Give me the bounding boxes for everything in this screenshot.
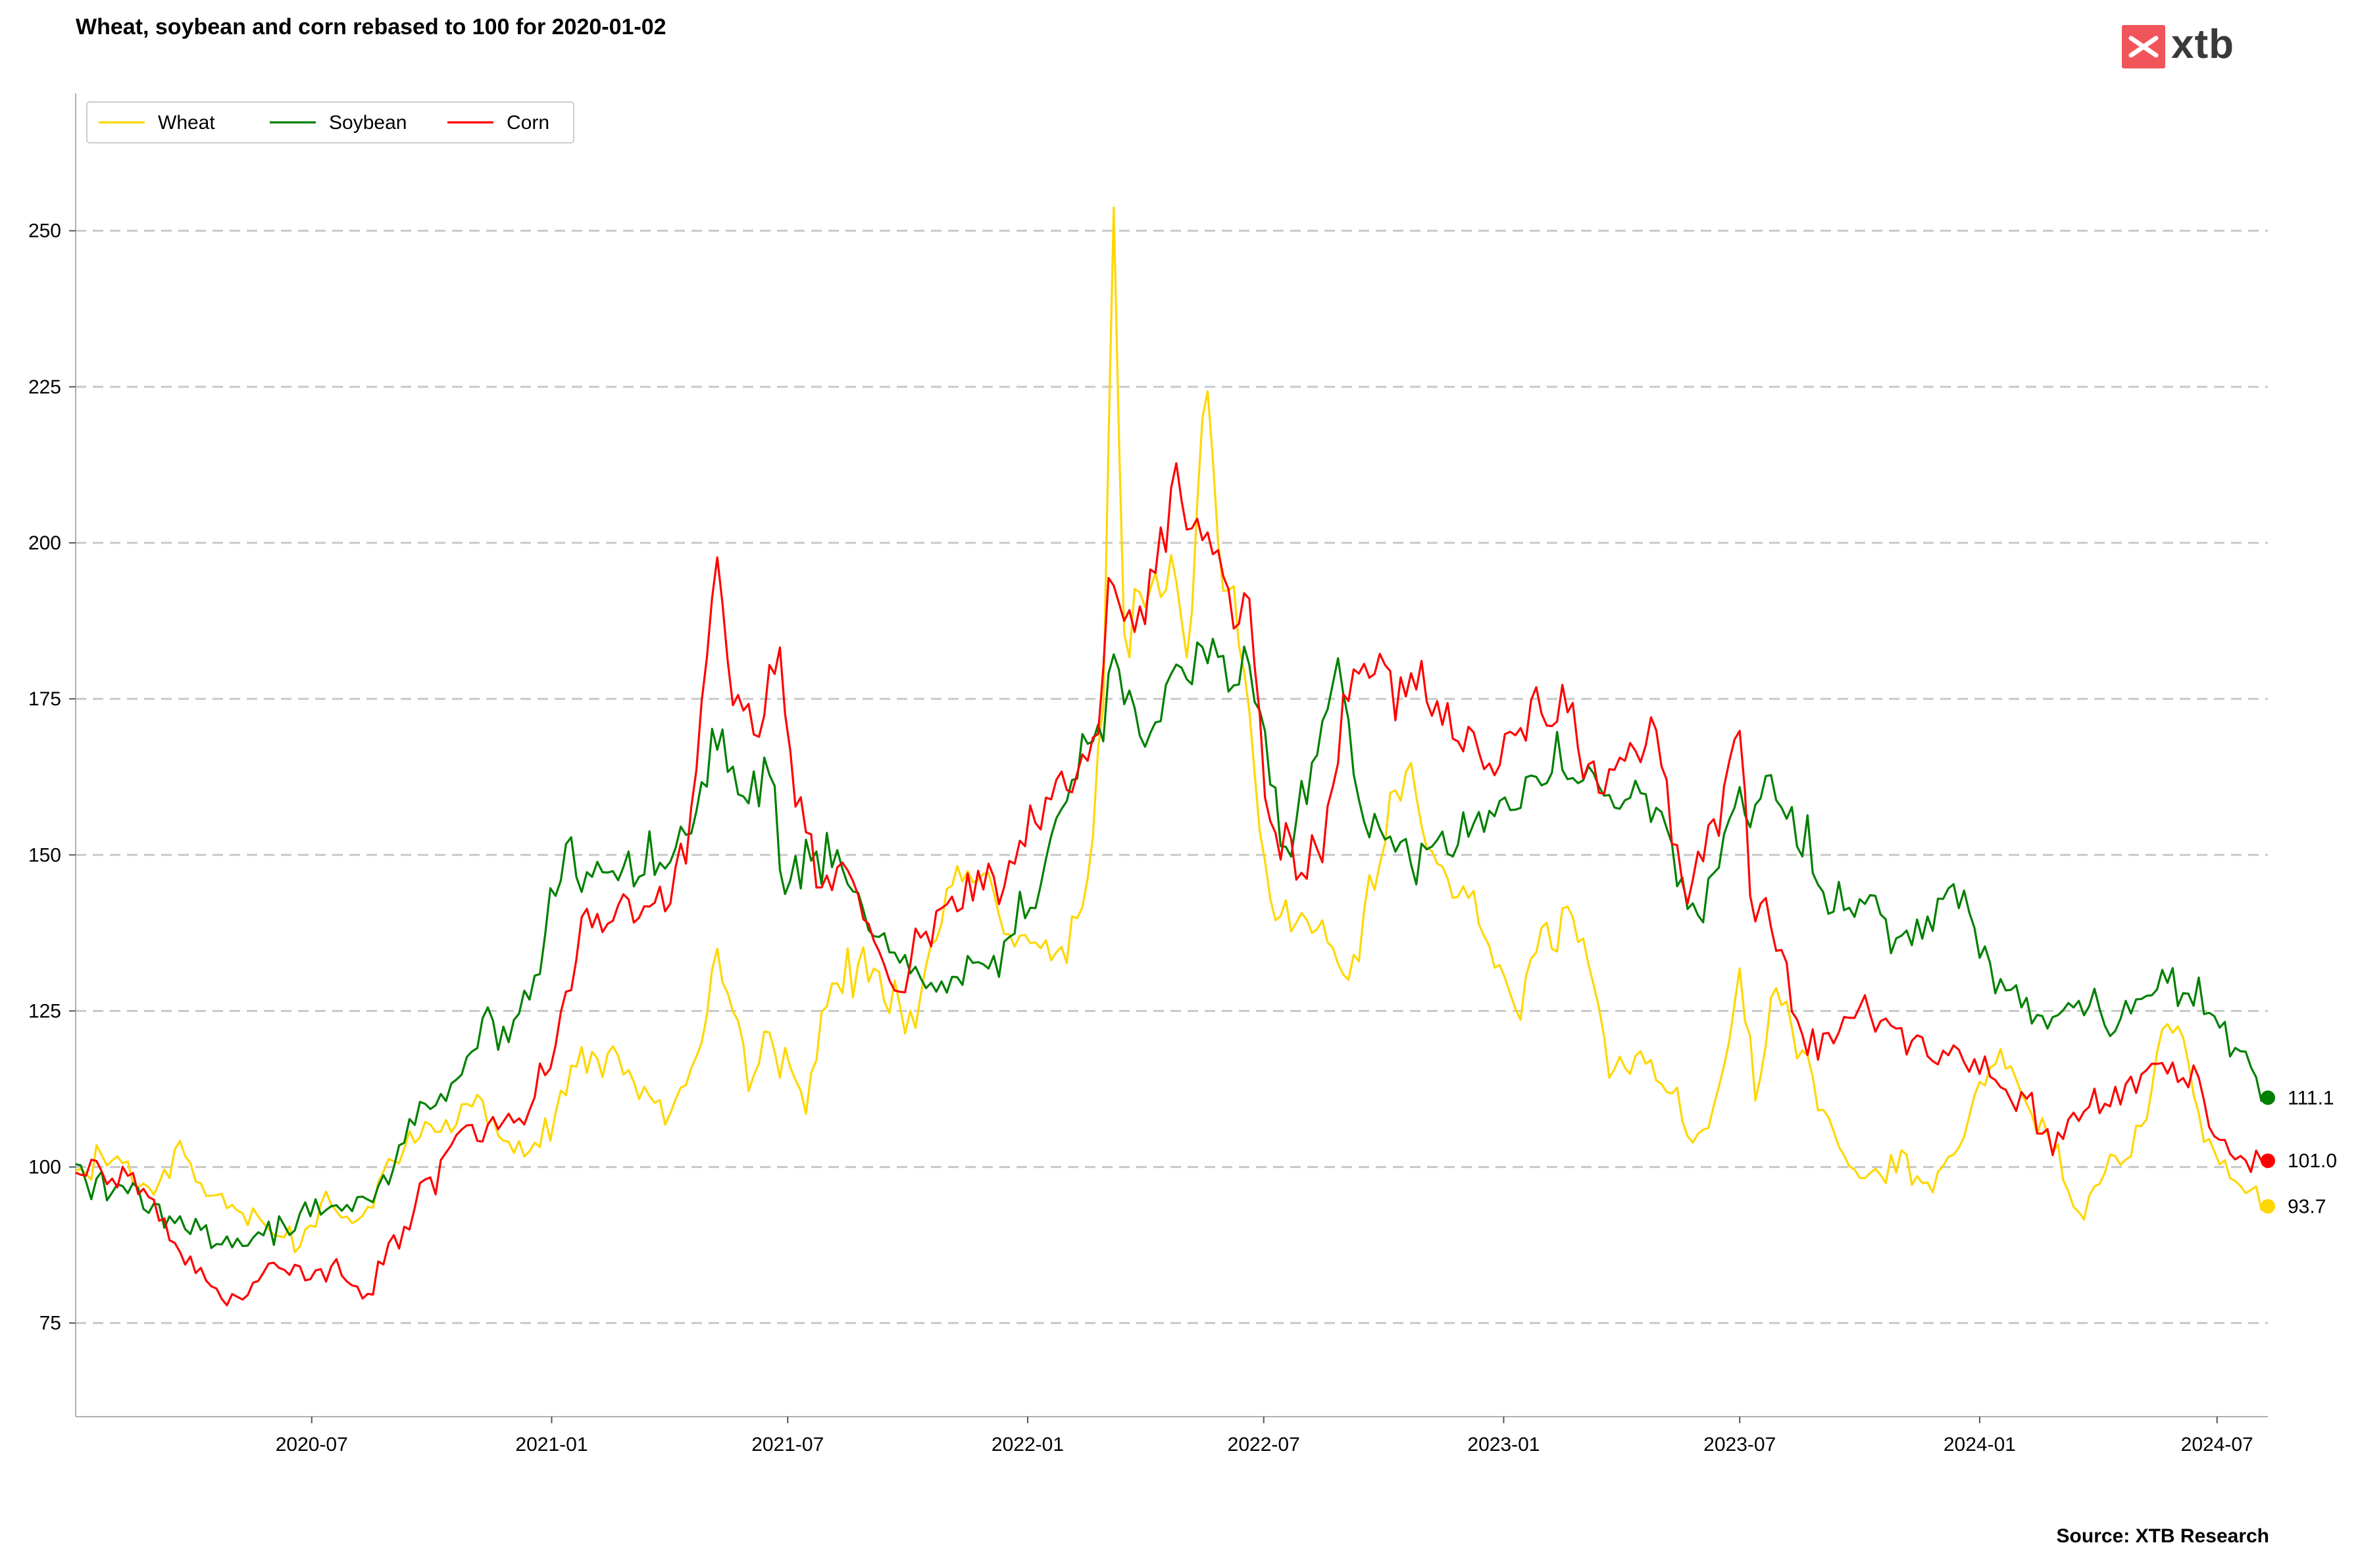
legend-label-corn: Corn bbox=[507, 112, 549, 134]
series-line-soybean bbox=[75, 638, 2269, 1250]
x-tick-label: 2024-07 bbox=[2181, 1434, 2253, 1455]
end-label-corn: 101.0 bbox=[2288, 1150, 2337, 1172]
x-tick-label: 2023-01 bbox=[1467, 1434, 1540, 1455]
end-marker-soybean bbox=[2261, 1090, 2275, 1105]
series-line-corn bbox=[75, 462, 2269, 1307]
x-tick-label: 2023-07 bbox=[1703, 1434, 1776, 1455]
end-marker-corn bbox=[2261, 1153, 2275, 1169]
xtb-logo: xtb bbox=[2122, 22, 2240, 70]
chart-title: Wheat, soybean and corn rebased to 100 f… bbox=[76, 14, 666, 39]
xtb-logo-mark-icon bbox=[2122, 25, 2165, 68]
xtb-logo-text: xtb bbox=[2171, 22, 2234, 67]
grid-lines bbox=[76, 230, 2268, 1325]
end-markers: 93.7 111.1 101.0 bbox=[2261, 1087, 2337, 1217]
series-line-wheat bbox=[75, 207, 2269, 1253]
end-marker-wheat bbox=[2261, 1199, 2275, 1214]
source-note: Source: XTB Research bbox=[2056, 1525, 2269, 1547]
legend-label-soybean: Soybean bbox=[329, 112, 407, 134]
y-tick-label: 225 bbox=[28, 376, 61, 398]
series-lines bbox=[75, 207, 2269, 1307]
y-tick-label: 175 bbox=[28, 688, 61, 710]
y-axis-ticks: 75 100 125 150 175 200 225 250 bbox=[28, 220, 76, 1334]
x-tick-label: 2022-01 bbox=[992, 1434, 1064, 1455]
y-tick-label: 125 bbox=[28, 1000, 61, 1022]
x-tick-label: 2024-01 bbox=[1944, 1434, 2016, 1455]
x-tick-label: 2021-01 bbox=[515, 1434, 588, 1455]
legend-label-wheat: Wheat bbox=[158, 112, 215, 134]
y-tick-label: 200 bbox=[28, 532, 61, 554]
y-tick-label: 75 bbox=[39, 1313, 61, 1334]
x-axis-ticks: 2020-07 2021-01 2021-07 2022-01 2022-07 2023-… bbox=[276, 1417, 2253, 1455]
x-tick-label: 2021-07 bbox=[751, 1434, 824, 1455]
y-tick-label: 100 bbox=[28, 1157, 61, 1178]
x-tick-label: 2020-07 bbox=[276, 1434, 348, 1455]
x-tick-label: 2022-07 bbox=[1228, 1434, 1300, 1455]
end-label-wheat: 93.7 bbox=[2288, 1196, 2326, 1217]
end-label-soybean: 111.1 bbox=[2288, 1087, 2334, 1109]
legend: Wheat Soybean Corn bbox=[86, 101, 574, 143]
legend-box bbox=[86, 101, 574, 143]
y-tick-label: 150 bbox=[28, 844, 61, 866]
axes bbox=[75, 93, 2268, 1417]
y-tick-label: 250 bbox=[28, 220, 61, 242]
